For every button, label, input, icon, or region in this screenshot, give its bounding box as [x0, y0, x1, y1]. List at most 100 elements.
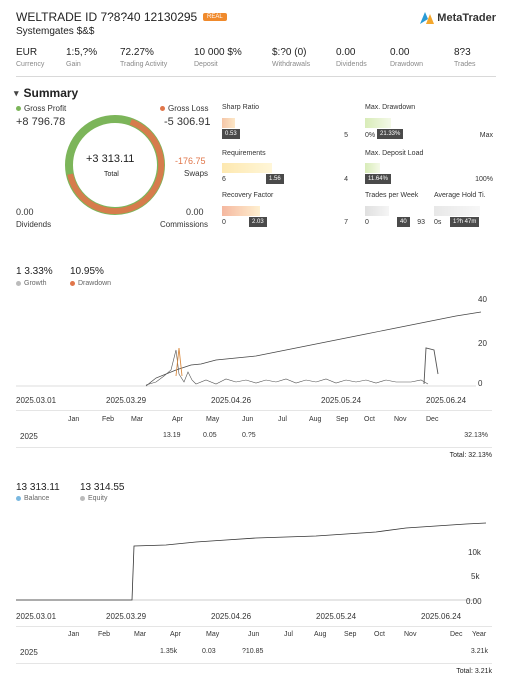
- sharp-ratio-end: 5: [344, 132, 348, 139]
- requirements-start: 6: [222, 176, 226, 183]
- max-drawdown-bar: 0% 21.33% Max: [365, 118, 493, 139]
- requirements-end: 4: [344, 176, 348, 183]
- month-oct: Oct: [364, 416, 375, 423]
- bal-month-oct: Oct: [374, 631, 385, 638]
- recovery-factor-fill: [222, 206, 260, 216]
- account-subtitle: Systemgates $&$: [16, 26, 95, 37]
- balance-year-ytd: 3.21k: [470, 648, 488, 655]
- trades-per-week-bar: 0 40 93: [365, 206, 425, 227]
- balance-x-label-2: 2025.03.29: [106, 612, 147, 621]
- legend-growth: Growth: [24, 280, 47, 287]
- balance-months-row: Jan Feb Mar Apr May Jun Jul Aug Sep Oct …: [16, 631, 492, 643]
- growth-year-ytd: 32.13%: [464, 432, 488, 439]
- month-feb: Feb: [102, 416, 115, 423]
- bal-month-dec: Dec: [450, 631, 463, 638]
- stat-withdrawals: $:?0 (0) Withdrawals: [272, 47, 311, 68]
- bal-month-mar: Mar: [134, 631, 147, 638]
- growth-months-divider: [16, 410, 492, 411]
- max-drawdown-tag: 21.33%: [377, 129, 404, 139]
- avg-hold-bar: 0s 1?h 47m: [434, 206, 492, 227]
- drawdown-legend[interactable]: Drawdown: [70, 280, 111, 287]
- balance-legend[interactable]: Balance: [16, 495, 49, 502]
- balance-dot-icon: [16, 495, 21, 501]
- commissions-value: 0.00: [186, 207, 204, 217]
- max-drawdown-label: Max. Drawdown: [365, 104, 416, 111]
- month-jun: Jun: [242, 416, 254, 423]
- growth-total-value: 32.13%: [468, 452, 492, 459]
- bal-month-jun: Jun: [248, 631, 260, 638]
- equity-legend[interactable]: Equity: [80, 495, 107, 502]
- profit-dot-icon: [16, 106, 21, 112]
- month-nov: Nov: [394, 416, 407, 423]
- metatrader-logo-icon: [420, 12, 435, 24]
- max-deposit-load-tag: 11.64%: [365, 174, 391, 184]
- recovery-factor-start: 0: [222, 219, 226, 226]
- growth-value: 1 3.33%: [16, 266, 53, 277]
- balance-year-val-1: 1.35k: [160, 648, 178, 655]
- stat-trades: 8?3 Trades: [454, 47, 476, 68]
- growth-y-tick-0: 0: [478, 379, 483, 388]
- max-drawdown-end: Max: [479, 132, 493, 139]
- growth-total-label: Total:: [449, 452, 467, 459]
- growth-x-label-5: 2025.06.24: [426, 396, 467, 405]
- recovery-factor-end: 7: [344, 219, 348, 226]
- gross-profit-label: Gross Profit: [16, 104, 66, 113]
- stat-currency: EUR Currency: [16, 47, 45, 68]
- balance-x-label-1: 2025.03.01: [16, 612, 57, 621]
- sharp-ratio-tag: 0.53: [222, 129, 240, 139]
- trades-per-week-tag: 40: [397, 217, 410, 227]
- gross-loss-value: -5 306.91: [164, 116, 211, 128]
- donut-hole: [78, 128, 152, 202]
- bal-month-feb: Feb: [98, 631, 111, 638]
- growth-y-tick-20: 20: [478, 339, 487, 348]
- stat-deposit: 10 000 $% Deposit: [194, 47, 242, 68]
- bal-month-sep: Sep: [344, 631, 357, 638]
- stat-dividends: 0.00 Dividends: [336, 47, 367, 68]
- sharp-ratio-fill: [222, 118, 235, 128]
- summary-header[interactable]: ▾ Summary: [14, 86, 78, 100]
- summary-title: Summary: [23, 86, 79, 100]
- logo-text: MetaTrader: [437, 12, 496, 24]
- bal-month-jul: Jul: [284, 631, 293, 638]
- drawdown-peak-1: [175, 347, 183, 377]
- drawdown-peak-2: [423, 347, 439, 385]
- requirements-label: Requirements: [222, 150, 266, 157]
- balance-year-val-3: ?10.85: [242, 648, 264, 655]
- trades-per-week-start: 0: [365, 219, 369, 226]
- stat-drawdown: 0.00 Drawdown: [390, 47, 424, 68]
- drawdown-dot-icon: [70, 280, 75, 286]
- requirements-tag: 1.56: [266, 174, 284, 184]
- trades-per-week-end: 93: [417, 219, 425, 226]
- swaps-label: Swaps: [184, 169, 209, 178]
- requirements-fill: [222, 163, 272, 173]
- max-deposit-load-end: 100%: [475, 176, 493, 183]
- bal-month-apr: Apr: [170, 631, 181, 638]
- dividends-value: 0.00: [16, 207, 34, 217]
- month-jan: Jan: [68, 416, 80, 423]
- balance-total: Total: 3.21k: [456, 668, 492, 675]
- month-apr: Apr: [172, 416, 183, 423]
- recovery-factor-tag: 2.03: [249, 217, 267, 227]
- growth-x-label-2: 2025.03.29: [106, 396, 147, 405]
- growth-x-axis: 2025.03.01 2025.03.29 2025.04.26 2025.05…: [16, 396, 492, 408]
- month-dec: Dec: [426, 416, 439, 423]
- balance-y-tick-0: 0.00: [466, 597, 482, 606]
- stat-trading-activity: 72.27% Trading Activity: [120, 47, 168, 68]
- recovery-factor-bar: 0 2.03 7: [222, 206, 348, 227]
- avg-hold-label: Average Hold Ti.: [434, 192, 486, 199]
- bal-month-year: Year: [472, 631, 487, 638]
- growth-y-tick-40: 40: [478, 295, 487, 304]
- bal-month-may: May: [206, 631, 220, 638]
- growth-total: Total: 32.13%: [450, 452, 492, 459]
- equity-value: 13 314.55: [80, 482, 125, 493]
- swaps-value: -176.75: [175, 156, 206, 166]
- header-divider: [16, 76, 496, 77]
- gross-loss-label: Gross Loss: [160, 104, 208, 113]
- growth-legend[interactable]: Growth: [16, 280, 47, 287]
- balance-total-divider: [16, 663, 492, 664]
- gross-profit-value: +8 796.78: [16, 116, 66, 128]
- summary-donut: [65, 115, 165, 215]
- growth-total-divider: [16, 447, 492, 448]
- growth-year-val-1: 13.19: [163, 432, 181, 439]
- equity-dot-icon: [80, 495, 85, 501]
